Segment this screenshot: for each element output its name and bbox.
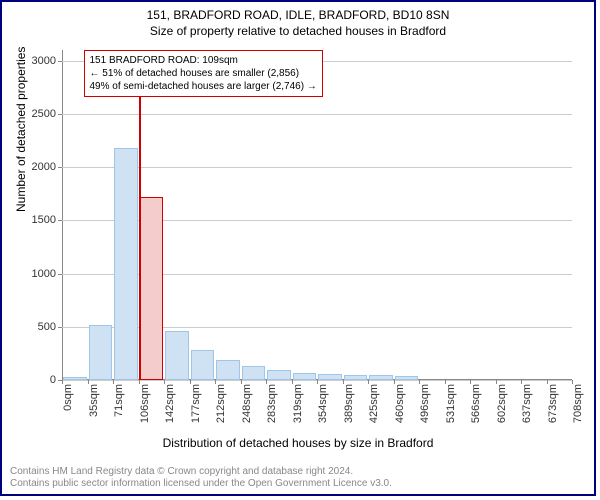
ytick-mark — [58, 327, 62, 328]
chart-frame: 151, BRADFORD ROAD, IDLE, BRADFORD, BD10… — [0, 0, 596, 496]
ytick-mark — [58, 220, 62, 221]
xtick-label: 0sqm — [62, 384, 74, 411]
xtick-label: 71sqm — [113, 384, 125, 417]
xtick-label: 460sqm — [394, 384, 406, 423]
x-axis-label: Distribution of detached houses by size … — [2, 436, 594, 450]
highlight-marker-line — [139, 50, 141, 380]
bar — [344, 375, 368, 380]
bar — [89, 325, 113, 380]
ytick-mark — [58, 61, 62, 62]
ytick-mark — [58, 274, 62, 275]
xtick-label: 425sqm — [368, 384, 380, 423]
ytick-label: 3000 — [32, 55, 56, 67]
bar — [395, 376, 419, 380]
y-axis-line — [62, 50, 63, 380]
copyright-line-2: Contains public sector information licen… — [10, 478, 392, 490]
ytick-mark — [58, 114, 62, 115]
callout-line: 49% of semi-detached houses are larger (… — [90, 80, 317, 93]
xtick-label: 389sqm — [343, 384, 355, 423]
xtick-label: 283sqm — [266, 384, 278, 423]
ytick-label: 500 — [38, 321, 56, 333]
ytick-mark — [58, 167, 62, 168]
bar — [191, 350, 215, 380]
xtick-label: 566sqm — [470, 384, 482, 423]
xtick-label: 142sqm — [164, 384, 176, 423]
xtick-label: 637sqm — [521, 384, 533, 423]
xtick-label: 708sqm — [572, 384, 584, 423]
bar — [267, 370, 291, 380]
bar — [242, 366, 266, 380]
bar — [114, 148, 138, 380]
address-title: 151, BRADFORD ROAD, IDLE, BRADFORD, BD10… — [2, 8, 594, 22]
bar — [318, 374, 342, 380]
xtick-label: 35sqm — [88, 384, 100, 417]
ytick-label: 1500 — [32, 214, 56, 226]
bar — [165, 331, 189, 380]
xtick-label: 106sqm — [139, 384, 151, 423]
plot-area: 0500100015002000250030000sqm35sqm71sqm10… — [62, 50, 572, 380]
bar — [216, 360, 240, 380]
callout-line: ← 51% of detached houses are smaller (2,… — [90, 67, 317, 80]
xtick-label: 602sqm — [496, 384, 508, 423]
xtick-label: 496sqm — [419, 384, 431, 423]
ytick-label: 2000 — [32, 161, 56, 173]
chart-subtitle: Size of property relative to detached ho… — [2, 24, 594, 38]
copyright-line-1: Contains HM Land Registry data © Crown c… — [10, 466, 392, 478]
ytick-label: 1000 — [32, 268, 56, 280]
ytick-label: 0 — [50, 374, 56, 386]
xtick-label: 212sqm — [215, 384, 227, 423]
copyright-notice: Contains HM Land Registry data © Crown c… — [10, 466, 392, 490]
callout-box: 151 BRADFORD ROAD: 109sqm← 51% of detach… — [84, 50, 323, 97]
bar — [63, 377, 87, 380]
xtick-label: 248sqm — [241, 384, 253, 423]
y-axis-label: Number of detached properties — [14, 47, 28, 212]
callout-line: 151 BRADFORD ROAD: 109sqm — [90, 54, 317, 67]
bar — [369, 375, 393, 380]
bar — [293, 373, 317, 380]
xtick-label: 531sqm — [445, 384, 457, 423]
xtick-label: 354sqm — [317, 384, 329, 423]
ytick-label: 2500 — [32, 108, 56, 120]
bar-highlight — [140, 197, 164, 380]
xtick-label: 177sqm — [190, 384, 202, 423]
xtick-label: 319sqm — [292, 384, 304, 423]
xtick-label: 673sqm — [547, 384, 559, 423]
